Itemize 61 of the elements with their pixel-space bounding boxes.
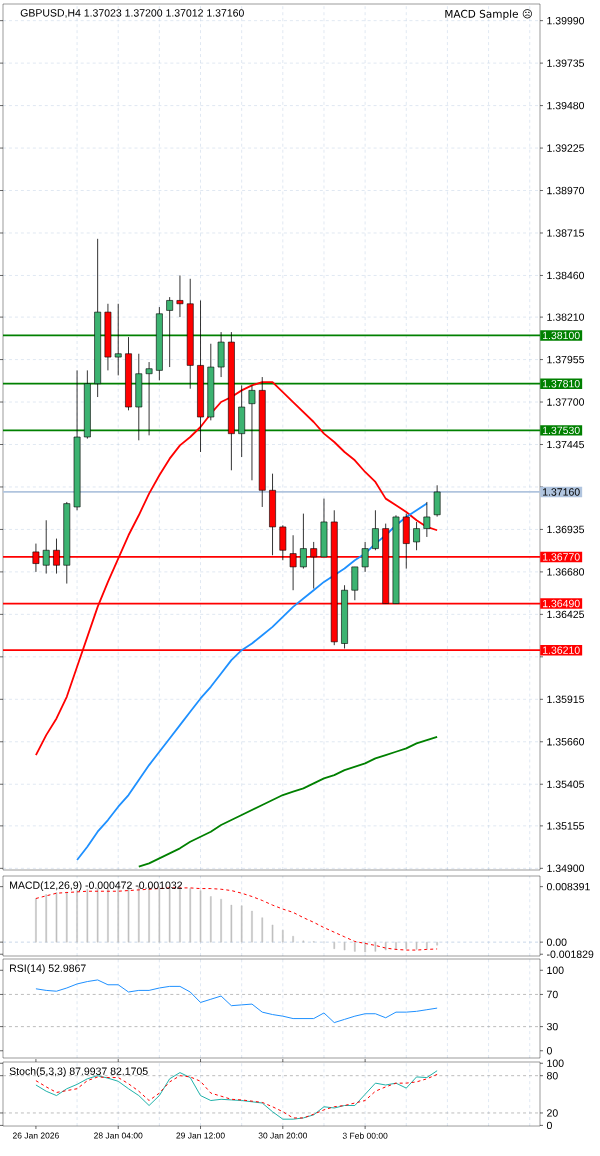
y-tick-label: 1.39225 bbox=[547, 144, 585, 152]
candlestick bbox=[248, 384, 256, 481]
candlestick bbox=[176, 275, 184, 318]
chart-title: Stoch(5,3,3) 87.9937 82.1705 bbox=[9, 1067, 148, 1077]
x-tick-label: 30 Jan 20:00 bbox=[258, 1132, 308, 1139]
line-series bbox=[76, 502, 428, 861]
candlestick bbox=[423, 501, 431, 538]
y-tick-label: 1.35660 bbox=[547, 738, 585, 746]
y-tick-label: 1.36425 bbox=[547, 610, 585, 619]
candlestick bbox=[372, 509, 379, 551]
candlestick bbox=[114, 303, 122, 376]
ref-line-label: 1.36770 bbox=[543, 553, 580, 561]
y-tick-label: 70 bbox=[547, 990, 558, 999]
ref-line-label: 1.36210 bbox=[543, 646, 580, 654]
y-tick-label: 1.37445 bbox=[547, 440, 585, 449]
y-tick-label: 1.39990 bbox=[547, 16, 585, 25]
chart-title: GBPUSD,H4 1.37023 1.37200 1.37012 1.37160 bbox=[20, 9, 244, 18]
candlestick bbox=[413, 521, 420, 551]
text: MACD Sample ☹ bbox=[445, 9, 532, 20]
candlestick bbox=[300, 513, 307, 569]
y-tick-label: 1.34900 bbox=[547, 864, 585, 873]
y-tick-label: 0 bbox=[546, 1121, 552, 1130]
ref-line-label: 1.37160 bbox=[543, 488, 580, 496]
y-tick-label: 0 bbox=[546, 1047, 552, 1055]
candlestick bbox=[42, 519, 50, 574]
ref-line-label: 1.37530 bbox=[543, 426, 580, 435]
y-tick-label: 0.00 bbox=[546, 938, 567, 946]
y-tick-label: 20 bbox=[547, 1109, 558, 1117]
y-tick-label: 1.39735 bbox=[547, 59, 585, 67]
y-tick-label: 1.38460 bbox=[547, 271, 585, 280]
y-tick-label: 100 bbox=[547, 1059, 564, 1067]
x-tick-label: 29 Jan 12:00 bbox=[176, 1132, 225, 1139]
ref-line-label: 1.36490 bbox=[543, 599, 580, 608]
chart-title: RSI(14) 52.9867 bbox=[10, 964, 86, 974]
ref-line-label: 1.37810 bbox=[543, 380, 580, 388]
y-tick-label: -0.001829 bbox=[547, 950, 594, 958]
x-tick-label: 26 Jan 2026 bbox=[12, 1132, 59, 1139]
chart-title: MACD(12,26,9) -0.000472 -0.001032 bbox=[10, 881, 182, 891]
candlestick bbox=[361, 541, 369, 573]
candlestick bbox=[166, 296, 174, 368]
y-tick-label: 1.37700 bbox=[547, 398, 585, 406]
y-tick-label: 30 bbox=[546, 1022, 558, 1031]
x-tick-label: 28 Jan 04:00 bbox=[94, 1132, 143, 1139]
y-tick-label: 1.36680 bbox=[547, 568, 585, 576]
candlestick bbox=[433, 484, 441, 518]
y-tick-label: 1.35405 bbox=[547, 780, 585, 788]
candlestick bbox=[351, 566, 359, 601]
y-tick-label: 1.39480 bbox=[547, 101, 585, 110]
y-tick-label: 1.37955 bbox=[547, 355, 585, 364]
candlestick bbox=[145, 361, 153, 436]
y-tick-label: 1.38715 bbox=[547, 229, 585, 237]
y-tick-label: 1.36935 bbox=[547, 525, 585, 534]
y-tick-label: 80 bbox=[546, 1071, 558, 1080]
y-tick-label: 1.38970 bbox=[547, 186, 585, 195]
y-tick-label: 1.35915 bbox=[547, 695, 585, 704]
y-tick-label: 1.38210 bbox=[547, 313, 585, 321]
ref-line-label: 1.38100 bbox=[543, 331, 580, 340]
y-tick-label: 100 bbox=[547, 966, 564, 974]
y-tick-label: 1.35155 bbox=[547, 822, 585, 830]
y-tick-label: 0.008391 bbox=[546, 882, 590, 891]
x-tick-label: 3 Feb 00:00 bbox=[342, 1132, 388, 1139]
